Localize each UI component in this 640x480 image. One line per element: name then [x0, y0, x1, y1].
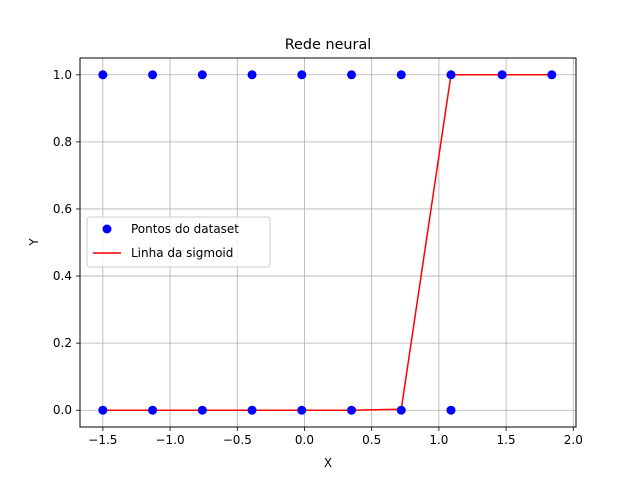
dataset-point: [197, 70, 207, 80]
x-tick-label: 1.5: [497, 433, 516, 447]
y-tick-label: 0.8: [53, 135, 72, 149]
chart-title: Rede neural: [285, 37, 372, 53]
y-tick-label: 0.6: [53, 202, 72, 216]
x-tick-label: 0.5: [362, 433, 381, 447]
plot-area-border: [79, 57, 577, 428]
dataset-point: [446, 405, 456, 415]
dataset-points-layer: [98, 70, 557, 415]
x-tick-label: 2.0: [564, 433, 583, 447]
dataset-point: [247, 405, 257, 415]
dataset-point: [148, 405, 158, 415]
legend: Pontos do dataset Linha da sigmoid: [86, 216, 271, 268]
dataset-point: [396, 70, 406, 80]
dataset-point: [98, 405, 108, 415]
x-axis-ticks: −1.5 −1.0 −0.5 0.0 0.5 1.0 1.5 2.0: [88, 427, 583, 447]
y-tick-label: 0.2: [53, 336, 72, 350]
x-axis-label: X: [324, 456, 332, 470]
y-axis-label: Y: [27, 238, 41, 247]
x-tick-label: −1.5: [88, 433, 117, 447]
dataset-point: [446, 70, 456, 80]
dataset-point: [148, 70, 158, 80]
dataset-point: [497, 70, 507, 80]
sigmoid-line-layer: [102, 74, 552, 411]
dataset-point: [297, 70, 307, 80]
y-tick-label: 1.0: [53, 68, 72, 82]
y-tick-label: 0.4: [53, 269, 72, 283]
dataset-point: [197, 405, 207, 415]
x-tick-label: 1.0: [429, 433, 448, 447]
dataset-point: [347, 405, 357, 415]
y-tick-label: 0.0: [53, 403, 72, 417]
dataset-point: [98, 70, 108, 80]
legend-label-sigmoid-line: Linha da sigmoid: [131, 246, 233, 260]
legend-marker-dataset-points: [102, 224, 112, 234]
dataset-point: [347, 70, 357, 80]
legend-label-dataset-points: Pontos do dataset: [131, 222, 239, 236]
sigmoid-line: [102, 74, 552, 411]
legend-box: [86, 216, 271, 268]
y-axis-ticks: 0.0 0.2 0.4 0.6 0.8 1.0: [53, 68, 80, 417]
x-tick-label: 0.0: [295, 433, 314, 447]
dataset-point: [547, 70, 557, 80]
x-tick-label: −1.0: [155, 433, 184, 447]
grid-lines: [80, 58, 576, 427]
dataset-point: [247, 70, 257, 80]
dataset-point: [297, 405, 307, 415]
x-tick-label: −0.5: [223, 433, 252, 447]
dataset-point: [396, 405, 406, 415]
